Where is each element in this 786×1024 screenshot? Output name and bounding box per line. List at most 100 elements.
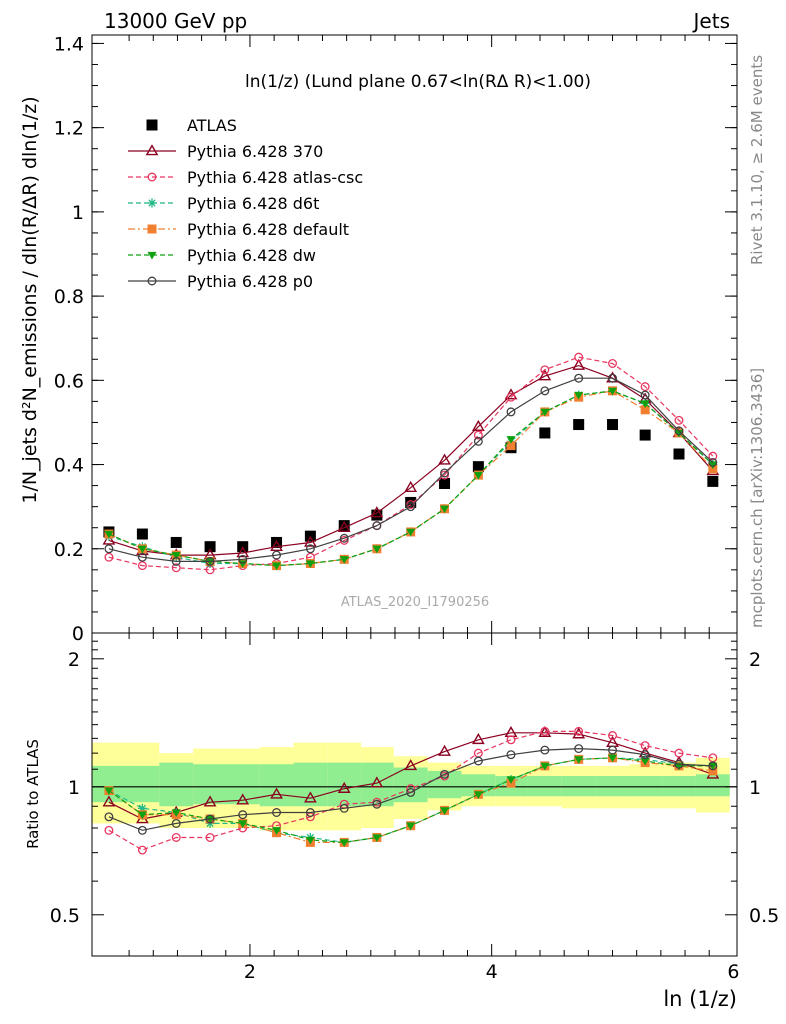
ratio-series-5-point bbox=[339, 803, 349, 813]
main-axes: 0 0.2 0.4 0.6 0.8 1 1.2 1.4 bbox=[54, 33, 737, 645]
x-tick-label: 4 bbox=[486, 961, 498, 983]
series-5-point bbox=[708, 461, 718, 470]
series-4-point bbox=[640, 405, 650, 415]
legend-marker bbox=[145, 144, 159, 156]
ratio-series-4-point bbox=[574, 756, 584, 764]
series-6-point bbox=[440, 468, 450, 478]
legend: ATLAS Pythia 6.428 370 Pythia 6.428 atlas-… bbox=[128, 116, 363, 291]
series-5-point bbox=[137, 545, 147, 554]
ratio-frame bbox=[91, 632, 738, 957]
ratio-series-1-point bbox=[674, 748, 684, 758]
ratio-series-4-point bbox=[506, 776, 516, 785]
series-0-point bbox=[639, 429, 651, 441]
series-5-point bbox=[608, 387, 618, 396]
ratio-series-1-point bbox=[171, 833, 181, 842]
green-band-segment bbox=[595, 776, 630, 797]
main-panel: 0 0.2 0.4 0.6 0.8 1 1.2 1.4 ln(1/z) (Lund plane… bbox=[19, 33, 738, 645]
series-2-point bbox=[506, 392, 516, 402]
series-1-point bbox=[236, 546, 250, 558]
legend-marker bbox=[146, 119, 158, 131]
ratio-series-4-point bbox=[104, 787, 114, 796]
ratio-series-5-point bbox=[406, 787, 416, 797]
series-2-line bbox=[108, 356, 714, 571]
ratio-series-4-point bbox=[440, 807, 450, 815]
ratio-series-0-point bbox=[236, 793, 250, 805]
ratio-series-1-point bbox=[137, 845, 147, 855]
series-5-point bbox=[339, 556, 349, 564]
series-6-point bbox=[640, 390, 650, 400]
series-0-point bbox=[573, 419, 585, 431]
series-5-point bbox=[372, 545, 382, 554]
green-band-segment bbox=[293, 762, 328, 807]
ratio-series-4-point bbox=[406, 822, 416, 831]
series-0-point bbox=[170, 536, 182, 548]
legend-item: Pythia 6.428 dw bbox=[128, 246, 316, 265]
green-band-segment bbox=[226, 764, 260, 805]
series-6-point bbox=[574, 373, 584, 383]
ratio-series-5-point bbox=[574, 744, 584, 754]
ratio-series-5-point bbox=[372, 799, 382, 809]
green-band-segment bbox=[125, 765, 160, 803]
ratio-series-1-point bbox=[640, 741, 650, 751]
y-tick-label: 0.8 bbox=[54, 286, 84, 308]
ratio-series-5-point bbox=[137, 825, 147, 835]
ratio-series-4-point bbox=[473, 791, 483, 799]
series-5-point bbox=[640, 400, 650, 408]
ratio-series-4-point bbox=[238, 820, 248, 828]
x-tick-label: 6 bbox=[727, 961, 739, 983]
series-6-point bbox=[205, 556, 215, 566]
series-1-point bbox=[471, 419, 485, 431]
ratio-series-1-point bbox=[574, 726, 584, 736]
ratio-panel: 0.5 0.5 1 1 2 2 2 4 6 Ratio to ATLAS ln (1/z) bbox=[24, 632, 779, 1011]
ratio-series-0-point bbox=[572, 727, 586, 739]
ratio-y-tick-label: 0.5 bbox=[50, 905, 80, 927]
series-0-point bbox=[204, 541, 216, 553]
ratio-series-0-point bbox=[438, 744, 451, 756]
ratio-marks bbox=[102, 725, 720, 855]
green-band-segment bbox=[259, 764, 294, 807]
series-0-point bbox=[607, 419, 619, 431]
ratio-y-tick-label-right: 1 bbox=[749, 777, 761, 799]
series-5-point bbox=[104, 530, 114, 539]
green-band-segment bbox=[527, 776, 562, 797]
ratio-series-5-point bbox=[640, 750, 650, 760]
y-tick-label: 1.4 bbox=[54, 33, 84, 55]
series-2-point bbox=[574, 352, 584, 362]
series-0-point bbox=[707, 475, 719, 487]
series-5-point bbox=[674, 429, 684, 438]
ratio-series-4-point bbox=[272, 827, 282, 835]
legend-item: Pythia 6.428 p0 bbox=[128, 272, 313, 291]
green-band-segment bbox=[629, 776, 663, 797]
ratio-series-0-line bbox=[108, 732, 713, 820]
ratio-series-0-point bbox=[102, 795, 116, 807]
ratio-series-5-point bbox=[272, 808, 282, 817]
series-6-point bbox=[473, 436, 483, 446]
series-6-point bbox=[674, 426, 684, 436]
series-6-point bbox=[137, 552, 147, 562]
legend-label: ATLAS bbox=[187, 116, 237, 135]
watermark: ATLAS_2020_I1790256 bbox=[341, 595, 489, 610]
series-0-point bbox=[439, 478, 451, 489]
legend-label: Pythia 6.428 p0 bbox=[187, 272, 313, 291]
legend-item: ATLAS bbox=[146, 116, 237, 135]
series-0-point bbox=[673, 448, 685, 460]
legend-item: Pythia 6.428 370 bbox=[128, 142, 323, 161]
ratio-y-tick-label-right: 2 bbox=[749, 649, 761, 671]
series-5-point bbox=[205, 558, 215, 566]
ratio-series-0-point bbox=[337, 781, 351, 793]
header-right: Jets bbox=[692, 9, 730, 33]
series-6-point bbox=[305, 544, 315, 554]
ratio-series-0-point bbox=[370, 776, 384, 788]
series-2-point bbox=[674, 415, 684, 425]
series-6-point bbox=[339, 533, 349, 543]
series-2-point bbox=[104, 552, 114, 562]
legend-item: Pythia 6.428 d6t bbox=[128, 194, 319, 213]
ratio-series-4-point bbox=[137, 811, 147, 820]
ratio-series-4-point bbox=[305, 836, 315, 845]
green-band-segment bbox=[427, 770, 462, 799]
mcplots-label: mcplots.cern.ch [arXiv:1306.3436] bbox=[748, 368, 766, 628]
series-1-point bbox=[572, 358, 586, 370]
series-0-point bbox=[539, 427, 551, 439]
ratio-series-4-point bbox=[540, 762, 550, 771]
series-0-point bbox=[338, 520, 350, 532]
